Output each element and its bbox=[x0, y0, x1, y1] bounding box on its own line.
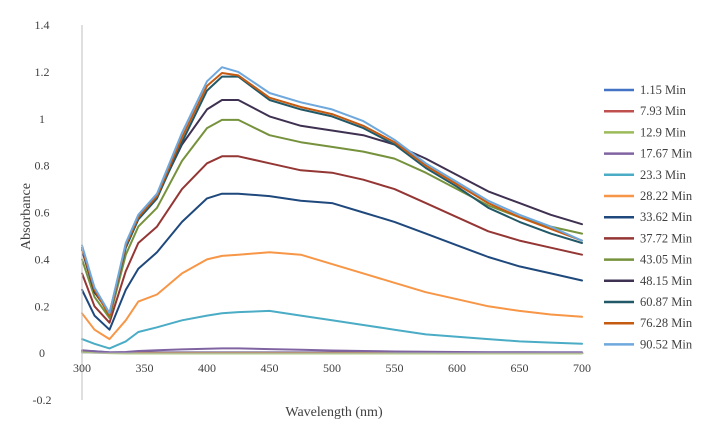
y-tick-label: 0.4 bbox=[35, 252, 50, 266]
legend-entry-label: 37.72 Min bbox=[640, 231, 693, 245]
x-axis-title: Wavelength (nm) bbox=[285, 405, 383, 420]
legend-entry-label: 23.3 Min bbox=[640, 168, 687, 182]
series-line-13 bbox=[81, 66, 583, 315]
legend: 1.15 Min 7.93 Min 12.9 Min 17.67 Min 23.3 Mi… bbox=[604, 83, 693, 351]
x-tick-label: 450 bbox=[261, 361, 279, 375]
legend-entry-label: 1.15 Min bbox=[640, 83, 687, 97]
y-axis-title: Absorbance bbox=[19, 183, 34, 250]
legend-entry-label: 17.67 Min bbox=[640, 147, 693, 161]
y-tick-label: 0.6 bbox=[35, 206, 50, 220]
x-tick-label: 400 bbox=[198, 361, 216, 375]
plot-area bbox=[81, 66, 583, 355]
x-tick-label: 350 bbox=[136, 361, 154, 375]
legend-entry-label: 90.52 Min bbox=[640, 337, 693, 351]
legend-entry-label: 7.93 Min bbox=[640, 104, 687, 118]
y-tick-label: 1.2 bbox=[35, 65, 50, 79]
x-tick-label: 600 bbox=[448, 361, 466, 375]
y-tick-label: 0.2 bbox=[35, 299, 50, 313]
legend-entry-label: 76.28 Min bbox=[640, 316, 693, 330]
x-tick-label: 550 bbox=[386, 361, 404, 375]
legend-entry-label: 43.05 Min bbox=[640, 253, 693, 267]
x-tick-label: 300 bbox=[73, 361, 91, 375]
series-line-6 bbox=[81, 251, 583, 341]
legend-entry-label: 33.62 Min bbox=[640, 210, 693, 224]
series-line-4 bbox=[81, 347, 583, 354]
series-line-9 bbox=[81, 118, 583, 319]
x-tick-label: 650 bbox=[511, 361, 529, 375]
y-tick-label: 0.8 bbox=[35, 159, 50, 173]
y-tick-label: 1 bbox=[39, 112, 45, 126]
legend-entry-label: 28.22 Min bbox=[640, 189, 693, 203]
legend-entry-label: 48.15 Min bbox=[640, 274, 693, 288]
y-tick-label: -0.2 bbox=[33, 393, 52, 407]
tick-labels: -0.2 0 0.2 0.4 0.6 0.8 1 1.2 1.4 300 350 400 450 500 5… bbox=[33, 18, 592, 407]
legend-entry-label: 60.87 Min bbox=[640, 295, 693, 309]
series-line-7 bbox=[81, 192, 583, 331]
y-tick-label: 0 bbox=[39, 346, 45, 360]
legend-entry-label: 12.9 Min bbox=[640, 125, 687, 139]
x-tick-label: 500 bbox=[323, 361, 341, 375]
y-tick-label: 1.4 bbox=[35, 18, 50, 32]
series-line-5 bbox=[81, 309, 583, 350]
x-tick-label: 700 bbox=[573, 361, 591, 375]
series-line-8 bbox=[81, 155, 583, 324]
axes bbox=[81, 25, 584, 400]
